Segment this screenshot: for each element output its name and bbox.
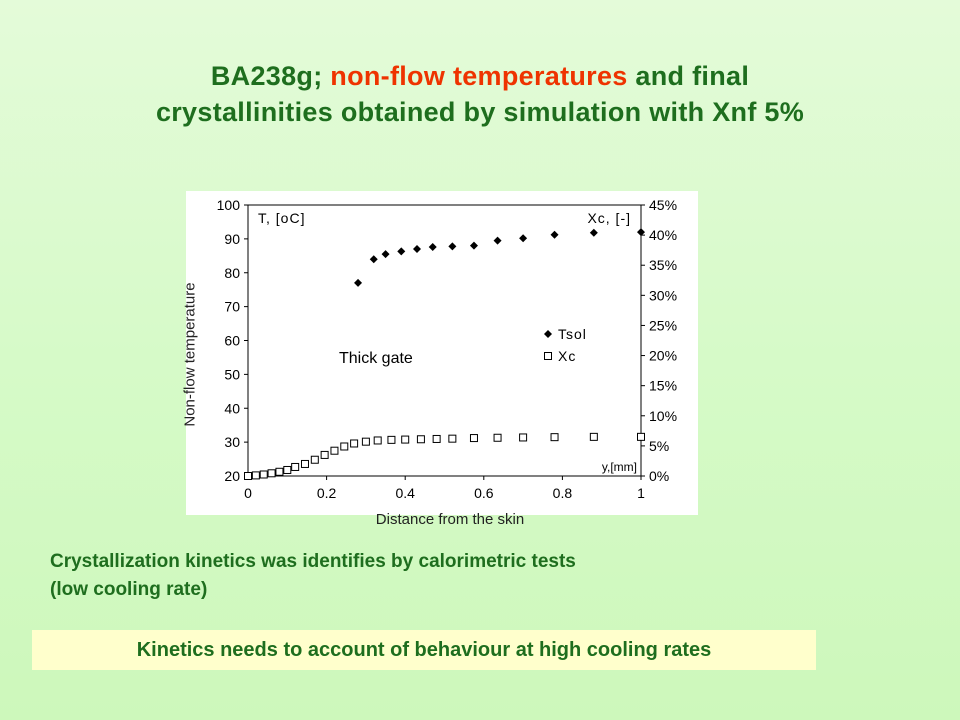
- x-axis-title: Distance from the skin: [375, 511, 525, 528]
- tsol-point: [469, 241, 478, 250]
- y-left-tick-label: 60: [224, 333, 240, 349]
- y-left-tick-label: 50: [224, 366, 240, 382]
- tsol-point: [589, 228, 598, 237]
- tsol-point: [493, 236, 502, 245]
- xc-point: [283, 465, 292, 474]
- xc-point: [373, 436, 382, 445]
- title-highlight: non-flow temperatures: [330, 61, 628, 91]
- xc-point: [493, 433, 502, 442]
- xc-point: [589, 432, 598, 441]
- xc-point: [550, 433, 559, 442]
- y-right-tick-label: 25%: [649, 317, 677, 333]
- x-tick-label: 0: [244, 485, 252, 501]
- y-right-tick-label: 15%: [649, 378, 677, 394]
- x-tick-label: 0.6: [474, 485, 494, 501]
- tsol-point: [397, 247, 406, 256]
- y-left-tick-label: 40: [224, 400, 240, 416]
- y-right-tick-label: 0%: [649, 468, 669, 484]
- xc-point: [310, 455, 319, 464]
- high-cooling-rate-callout: Kinetics needs to account of behaviour a…: [32, 630, 816, 670]
- y-right-tick-label: 30%: [649, 287, 677, 303]
- xc-point: [637, 432, 645, 441]
- xc-point: [448, 434, 457, 443]
- xc-point: [416, 435, 425, 444]
- tsol-point: [354, 278, 363, 287]
- tsol-point: [519, 234, 528, 243]
- tsol-point: [369, 255, 378, 264]
- x-tick-label: 0.2: [317, 485, 337, 501]
- y-left-tick-label: 70: [224, 299, 240, 315]
- kinetics-note-line-1: Crystallization kinetics was identifies …: [50, 551, 576, 572]
- scatter-chart: 20 30 40 50 60 70 80 90 100 0% 5% 10% 15% 20% 25% 30% 35…: [217, 197, 677, 501]
- xc-point: [350, 439, 359, 448]
- y-axis-title: Non-flow temperature: [181, 282, 199, 427]
- xc-point: [251, 471, 260, 480]
- y-right-tick-label: 45%: [649, 197, 677, 213]
- title-line-2: crystallinities obtained by simulation w…: [155, 97, 805, 127]
- xc-point: [275, 467, 284, 476]
- xc-point: [267, 469, 276, 478]
- title-part-1: BA238g;: [210, 61, 331, 91]
- xc-point: [387, 435, 396, 444]
- y-right-unit-label: Xc, [-]: [587, 210, 631, 226]
- x-tick-label: 0.8: [553, 485, 573, 501]
- y-left-tick-label: 20: [224, 468, 240, 484]
- xc-point: [361, 437, 370, 446]
- tsol-point: [381, 250, 390, 259]
- xc-point: [291, 462, 300, 471]
- x-tick-label: 1: [637, 485, 645, 501]
- y-left-unit-label: T, [oC]: [258, 210, 305, 226]
- kinetics-note-line-2: (low cooling rate): [50, 579, 208, 600]
- tsol-point: [412, 245, 421, 254]
- xc-point: [469, 434, 478, 443]
- slide-title: BA238g; non-flow temperatures and final …: [0, 58, 960, 130]
- xc-point: [330, 446, 339, 455]
- x-unit-label: y,[mm]: [602, 460, 637, 474]
- xc-point: [401, 435, 410, 444]
- tsol-point: [550, 230, 559, 239]
- tsol-point: [448, 242, 457, 251]
- title-part-2: and final: [627, 61, 750, 91]
- tsol-point: [637, 228, 645, 237]
- y-left-tick-label: 30: [224, 434, 240, 450]
- x-tick-label: 0.4: [395, 485, 415, 501]
- chart-panel: 20 30 40 50 60 70 80 90 100 0% 5% 10% 15% 20% 25% 30% 35…: [186, 191, 698, 515]
- y-right-tick-label: 5%: [649, 438, 669, 454]
- xc-point: [320, 450, 329, 459]
- xc-point: [340, 442, 349, 451]
- y-right-tick-label: 40%: [649, 227, 677, 243]
- y-right-tick-label: 10%: [649, 408, 677, 424]
- xc-point: [300, 459, 309, 468]
- tsol-point: [428, 243, 437, 252]
- legend-label-xc: Xc: [558, 348, 576, 364]
- y-right-tick-label: 20%: [649, 348, 677, 364]
- legend-xc-marker: [544, 352, 552, 360]
- xc-point: [259, 470, 268, 479]
- legend-tsol-marker: [544, 330, 552, 338]
- title-line-1: BA238g; non-flow temperatures and final: [0, 58, 960, 94]
- xc-point: [432, 434, 441, 443]
- xc-point: [519, 433, 528, 442]
- y-left-tick-label: 80: [224, 265, 240, 281]
- y-right-tick-label: 35%: [649, 257, 677, 273]
- kinetics-note: Crystallization kinetics was identifies …: [50, 548, 870, 604]
- y-left-tick-label: 90: [224, 231, 240, 247]
- thick-gate-annotation: Thick gate: [339, 350, 413, 367]
- xc-point: [244, 472, 252, 480]
- legend-label-tsol: Tsol: [558, 326, 587, 342]
- y-left-tick-label: 100: [217, 197, 241, 213]
